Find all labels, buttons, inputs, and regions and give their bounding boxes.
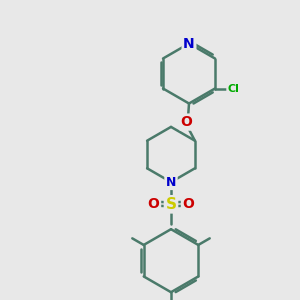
Text: Cl: Cl xyxy=(228,83,239,94)
Text: O: O xyxy=(148,197,160,211)
Text: O: O xyxy=(181,115,193,129)
Text: O: O xyxy=(182,197,194,211)
Text: S: S xyxy=(166,197,176,212)
Text: N: N xyxy=(166,176,176,189)
Text: N: N xyxy=(183,37,195,50)
